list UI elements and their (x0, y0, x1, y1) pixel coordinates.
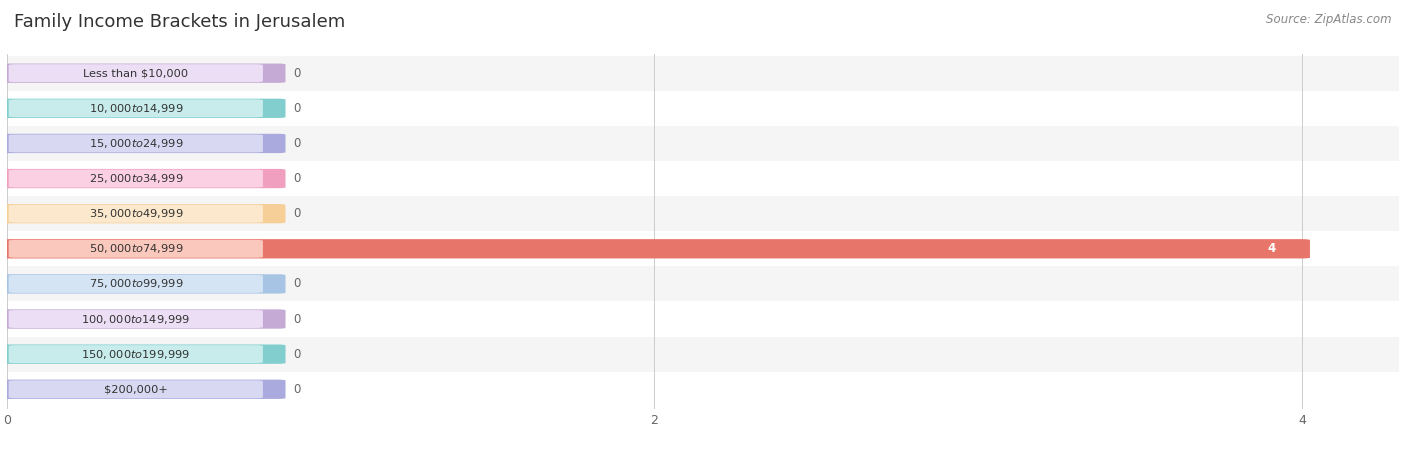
FancyBboxPatch shape (0, 379, 285, 399)
Text: 0: 0 (294, 172, 301, 185)
Bar (7, 266, 1399, 301)
Text: $50,000 to $74,999: $50,000 to $74,999 (89, 242, 183, 255)
Text: $150,000 to $199,999: $150,000 to $199,999 (82, 348, 190, 361)
Bar (7, 372, 1399, 407)
Text: 0: 0 (294, 67, 301, 79)
Text: 0: 0 (294, 277, 301, 291)
Text: $10,000 to $14,999: $10,000 to $14,999 (89, 102, 183, 115)
Text: $15,000 to $24,999: $15,000 to $24,999 (89, 137, 183, 150)
Text: Less than $10,000: Less than $10,000 (83, 68, 188, 78)
FancyBboxPatch shape (8, 240, 263, 258)
Text: Family Income Brackets in Jerusalem: Family Income Brackets in Jerusalem (14, 13, 346, 31)
FancyBboxPatch shape (8, 205, 263, 223)
FancyBboxPatch shape (0, 344, 285, 364)
Bar (7, 161, 1399, 196)
Text: $200,000+: $200,000+ (104, 384, 167, 394)
Text: 0: 0 (294, 348, 301, 361)
Bar (7, 126, 1399, 161)
Bar (7, 91, 1399, 126)
FancyBboxPatch shape (8, 64, 263, 82)
FancyBboxPatch shape (8, 345, 263, 363)
FancyBboxPatch shape (8, 310, 263, 328)
FancyBboxPatch shape (0, 169, 285, 188)
Text: $25,000 to $34,999: $25,000 to $34,999 (89, 172, 183, 185)
FancyBboxPatch shape (8, 99, 263, 117)
FancyBboxPatch shape (8, 275, 263, 293)
Text: 0: 0 (294, 102, 301, 115)
FancyBboxPatch shape (0, 99, 285, 118)
FancyBboxPatch shape (8, 135, 263, 152)
FancyBboxPatch shape (0, 274, 285, 294)
Bar (7, 56, 1399, 91)
Bar (7, 196, 1399, 231)
Text: 0: 0 (294, 207, 301, 220)
Bar (7, 301, 1399, 337)
Text: 0: 0 (294, 313, 301, 326)
Text: 0: 0 (294, 383, 301, 396)
FancyBboxPatch shape (0, 204, 285, 223)
Text: $100,000 to $149,999: $100,000 to $149,999 (82, 313, 190, 326)
Bar (7, 231, 1399, 266)
Text: Source: ZipAtlas.com: Source: ZipAtlas.com (1267, 13, 1392, 26)
FancyBboxPatch shape (0, 239, 1310, 259)
Text: $35,000 to $49,999: $35,000 to $49,999 (89, 207, 183, 220)
Text: 0: 0 (294, 137, 301, 150)
FancyBboxPatch shape (0, 134, 285, 153)
FancyBboxPatch shape (0, 64, 285, 83)
FancyBboxPatch shape (8, 380, 263, 398)
FancyBboxPatch shape (0, 309, 285, 329)
Bar (7, 337, 1399, 372)
Text: $75,000 to $99,999: $75,000 to $99,999 (89, 277, 183, 291)
Text: 4: 4 (1268, 242, 1277, 255)
FancyBboxPatch shape (8, 170, 263, 188)
